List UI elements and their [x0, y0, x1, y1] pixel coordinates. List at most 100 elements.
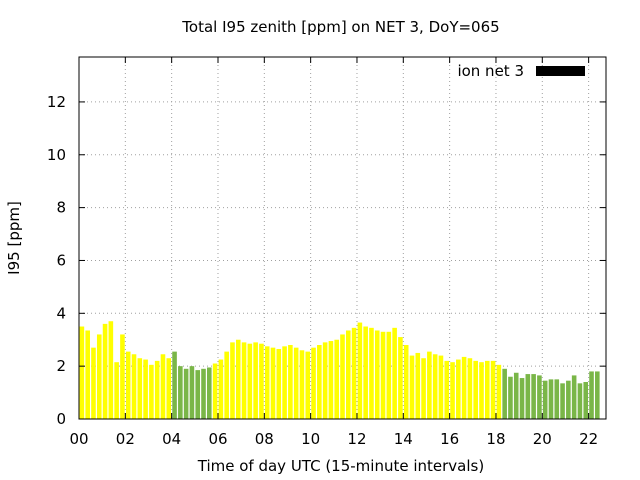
y-tick-label: 4	[56, 304, 66, 322]
bar	[351, 327, 357, 419]
bar	[392, 327, 397, 419]
bar	[131, 354, 137, 419]
bar	[235, 339, 241, 419]
bar	[566, 380, 571, 419]
bar	[403, 345, 409, 419]
bar	[218, 359, 224, 419]
bar	[490, 360, 496, 419]
plot-frame	[78, 56, 607, 420]
y-tick-label: 6	[56, 251, 66, 269]
bar	[201, 368, 206, 419]
bar	[467, 358, 473, 419]
bar	[178, 366, 183, 419]
bar	[432, 354, 438, 419]
x-axis-ticks: 00 02 04 06 08 10 12 14 16 18 20 22	[69, 57, 598, 448]
bar	[224, 351, 229, 419]
bar	[102, 323, 108, 419]
bar	[183, 368, 189, 419]
y-tick-label: 8	[56, 199, 66, 217]
legend: ion net 3	[457, 62, 585, 80]
grid-lines	[79, 57, 606, 419]
x-tick-label: 00	[69, 430, 88, 448]
bar	[542, 380, 548, 419]
bar	[409, 355, 415, 419]
bar	[415, 352, 421, 419]
bar	[114, 362, 119, 419]
bar	[120, 334, 125, 419]
bar	[589, 371, 594, 419]
x-tick-label: 04	[162, 430, 181, 448]
bar	[513, 372, 519, 419]
bar	[288, 345, 293, 419]
x-tick-label: 16	[440, 430, 459, 448]
bar	[571, 375, 577, 419]
bar	[502, 368, 507, 419]
bar	[85, 330, 90, 419]
bar	[172, 351, 177, 419]
bar	[328, 341, 334, 419]
x-tick-label: 14	[394, 430, 413, 448]
bar	[125, 351, 131, 419]
x-tick-label: 18	[486, 430, 505, 448]
bar	[137, 358, 143, 419]
bar	[79, 326, 85, 419]
bar	[282, 346, 287, 419]
y-axis-ticks: 0 2 4 6 8 10 12	[47, 93, 606, 428]
bar	[108, 321, 114, 419]
bar	[91, 347, 96, 419]
legend-swatch	[536, 66, 585, 76]
y-tick-label: 2	[56, 357, 66, 375]
bar	[508, 376, 513, 419]
bar	[322, 342, 328, 419]
bar	[363, 326, 368, 419]
x-tick-label: 06	[208, 430, 227, 448]
bar	[357, 322, 363, 419]
bar	[519, 378, 525, 419]
bar	[160, 354, 166, 419]
bar	[496, 364, 502, 419]
y-tick-label: 10	[47, 146, 66, 164]
bar	[143, 359, 148, 419]
bar	[456, 359, 461, 419]
bar	[340, 334, 345, 419]
bar	[166, 358, 172, 419]
bar	[386, 331, 392, 419]
bar	[270, 347, 276, 419]
bar	[473, 360, 478, 419]
bar	[311, 347, 316, 419]
x-tick-label: 08	[255, 430, 274, 448]
bar	[595, 371, 600, 419]
bar	[317, 345, 322, 419]
chart-title: Total I95 zenith [ppm] on NET 3, DoY=065	[181, 18, 499, 36]
bar	[96, 334, 102, 419]
x-tick-label: 22	[579, 430, 598, 448]
y-axis-label: I95 [ppm]	[5, 201, 23, 275]
bar	[444, 360, 450, 419]
bar	[253, 342, 258, 419]
bar	[374, 330, 380, 419]
bar	[450, 362, 455, 419]
bar	[154, 360, 160, 419]
x-tick-label: 20	[533, 430, 552, 448]
bar	[195, 370, 201, 419]
y-tick-label: 0	[56, 410, 66, 428]
bar	[427, 351, 432, 419]
bar	[537, 375, 542, 419]
x-tick-label: 10	[301, 430, 320, 448]
bar	[212, 363, 218, 419]
bar	[560, 383, 565, 419]
bar	[577, 383, 583, 419]
bar	[345, 330, 351, 419]
bar	[230, 342, 235, 419]
x-axis-label: Time of day UTC (15-minute intervals)	[197, 457, 484, 475]
bar	[548, 379, 554, 419]
x-tick-label: 12	[347, 430, 366, 448]
bar	[554, 379, 560, 419]
y-tick-label: 12	[47, 93, 66, 111]
bar	[264, 346, 270, 419]
bar	[398, 337, 403, 419]
bar	[299, 350, 305, 419]
bar-series	[79, 321, 600, 419]
bar	[276, 348, 282, 419]
